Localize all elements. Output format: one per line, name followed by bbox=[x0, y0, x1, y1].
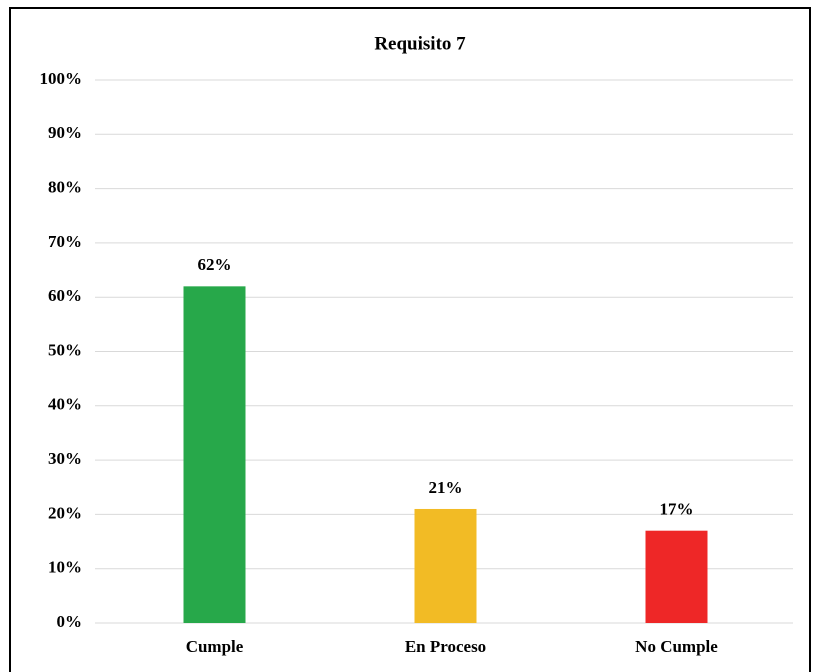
y-tick-label: 10% bbox=[48, 558, 82, 577]
x-tick-label: No Cumple bbox=[635, 637, 718, 656]
value-label: 17% bbox=[660, 500, 694, 519]
chart-title: Requisito 7 bbox=[374, 33, 466, 54]
y-tick-label: 40% bbox=[48, 395, 82, 414]
value-label: 62% bbox=[198, 255, 232, 274]
bar bbox=[645, 530, 708, 623]
x-tick-label: Cumple bbox=[186, 637, 244, 656]
y-tick-label: 90% bbox=[48, 123, 82, 142]
y-tick-label: 80% bbox=[48, 178, 82, 197]
y-tick-label: 20% bbox=[48, 503, 82, 522]
y-tick-label: 60% bbox=[48, 286, 82, 305]
bar bbox=[183, 286, 246, 623]
value-label: 21% bbox=[429, 478, 463, 497]
y-tick-label: 0% bbox=[57, 612, 83, 631]
bar bbox=[414, 508, 477, 623]
x-tick-label: En Proceso bbox=[405, 637, 486, 656]
y-tick-label: 70% bbox=[48, 232, 82, 251]
y-tick-label: 100% bbox=[40, 69, 83, 88]
y-tick-label: 30% bbox=[48, 449, 82, 468]
y-tick-label: 50% bbox=[48, 340, 82, 359]
